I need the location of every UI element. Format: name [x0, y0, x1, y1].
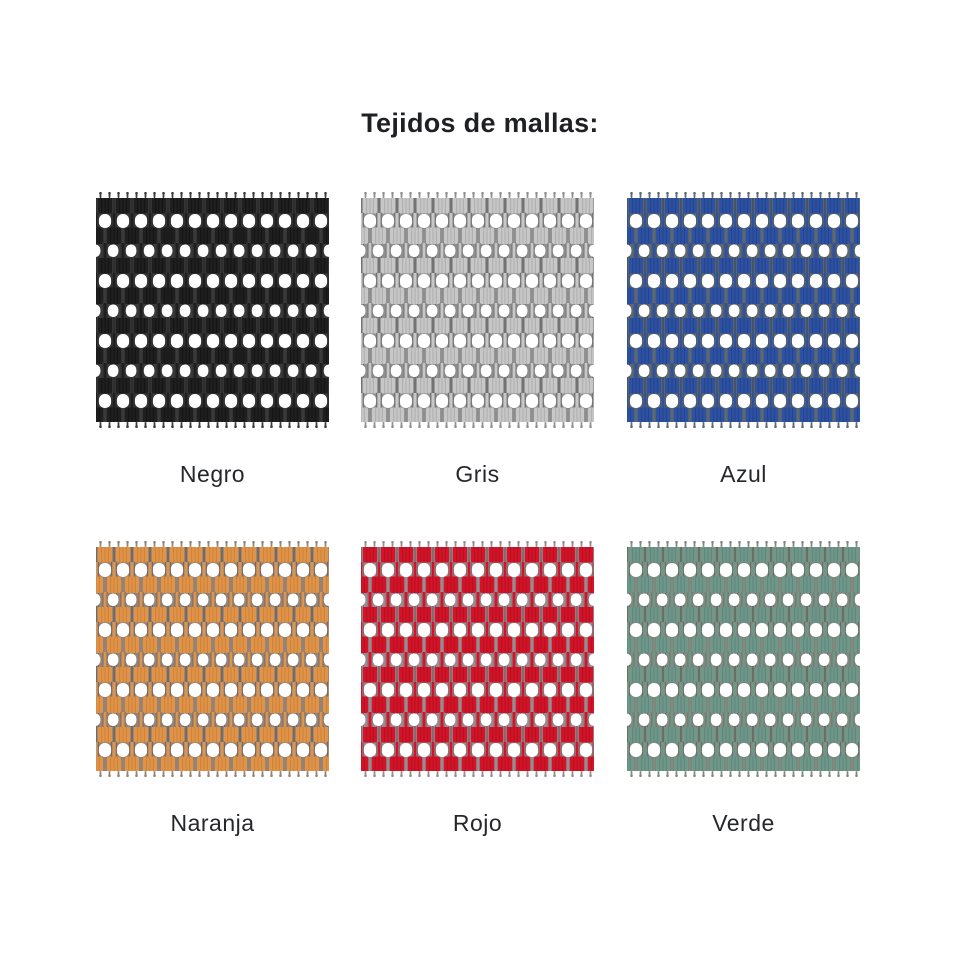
swatch-cell-verde: Verde: [627, 541, 860, 837]
swatch-cell-negro: Negro: [96, 192, 329, 488]
mesh-swatch-naranja-image: [96, 541, 329, 777]
page-title: Tejidos de mallas:: [361, 108, 599, 138]
mesh-swatch-rojo-image: [361, 541, 594, 777]
swatch-label-gris: Gris: [455, 461, 500, 487]
swatch-label-verde: Verde: [712, 810, 775, 836]
mesh-swatch-negro-image: [96, 192, 329, 428]
mesh-swatch-gris-image: [361, 192, 594, 428]
swatch-label-negro: Negro: [179, 461, 246, 487]
mesh-swatch-verde-image: [627, 541, 860, 777]
swatch-cell-naranja: Naranja: [96, 541, 329, 837]
swatch-label-rojo: Rojo: [452, 810, 503, 836]
swatch-cell-azul: Azul: [627, 192, 860, 488]
swatch-label-azul: Azul: [720, 461, 767, 487]
swatch-label-naranja: Naranja: [170, 810, 255, 836]
swatch-cell-gris: Gris: [361, 192, 594, 488]
swatch-cell-rojo: Rojo: [361, 541, 594, 837]
mesh-swatch-azul-image: [627, 192, 860, 428]
